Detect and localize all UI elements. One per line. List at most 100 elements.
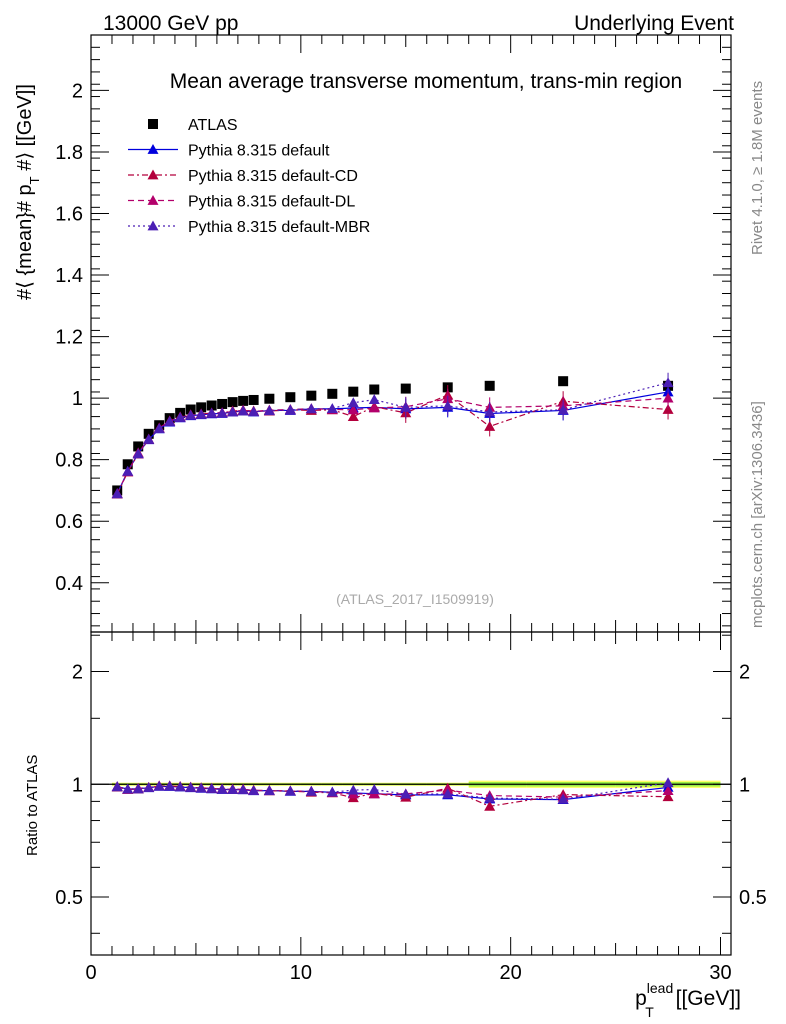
data-point-atlas	[227, 397, 238, 408]
ratio-point-pythia-8-315-default-mbr	[557, 793, 569, 804]
ylabel-tail: #⟩ [[GeV]]	[14, 84, 36, 176]
ratio-point-pythia-8-315-default-mbr	[227, 784, 239, 795]
ratio-point-pythia-8-315-default-mbr	[400, 788, 412, 799]
ratio-point-pythia-8-315-default-cd	[662, 791, 674, 802]
ratio-y-axis: 0.5 0.5 1 1 2 2	[55, 634, 767, 934]
x-tick-label: 0	[85, 962, 96, 984]
main-panel-frame	[90, 34, 732, 633]
data-point-atlas	[348, 386, 359, 397]
header-process: Underlying Event	[574, 12, 734, 35]
ratio-point-pythia-8-315-default-mbr	[111, 781, 123, 792]
data-point-atlas	[238, 395, 249, 406]
chart-title: Mean average transverse momentum, trans-…	[170, 70, 682, 93]
ratio-y-tick-label-right: 2	[739, 662, 750, 684]
data-point-pythia-8-315-default-mbr	[185, 409, 197, 420]
ratio-point-pythia-8-315-default-mbr	[185, 781, 197, 792]
x-tick-label: 30	[709, 962, 731, 984]
ratio-point-pythia-8-315-default-mbr	[143, 782, 155, 792]
data-point-pythia-8-315-default-mbr	[122, 465, 134, 476]
data-point-atlas	[133, 441, 144, 452]
ratio-point-pythia-8-315-default-mbr	[206, 782, 218, 793]
legend-marker-atlas	[148, 119, 158, 129]
data-point-pythia-8-315-default-mbr	[263, 405, 275, 416]
data-point-pythia-8-315-default-mbr	[206, 407, 218, 418]
header-energy: 13000 GeV pp	[103, 12, 238, 35]
main-y-tick-label: 1	[72, 388, 83, 410]
ratio-point-pythia-8-315-default-mbr	[284, 785, 296, 796]
data-point-pythia-8-315-default-mbr	[216, 407, 228, 418]
xlabel-main: p	[635, 987, 647, 1010]
ylabel-sub: T	[27, 176, 42, 184]
data-point-pythia-8-315-default-mbr	[174, 412, 186, 422]
data-point-pythia-8-315-default-mbr	[368, 394, 380, 405]
ratio-point-pythia-8-315-default-mbr	[368, 784, 380, 794]
data-point-pythia-8-315-default-mbr	[111, 488, 123, 499]
legend-marker-pythia-8-315-default-mbr	[147, 220, 159, 231]
rivet-version: Rivet 4.1.0, ≥ 1.8M events	[749, 81, 766, 255]
ylabel-main: #⟨ {mean}# p	[14, 184, 36, 300]
ratio-point-pythia-8-315-default-mbr	[174, 781, 186, 792]
data-point-atlas	[217, 398, 228, 409]
xlabel-tail: [[GeV]]	[670, 987, 741, 1010]
data-point-pythia-8-315-default-mbr	[347, 397, 359, 408]
data-point-pythia-8-315-default-dl	[347, 404, 359, 415]
data-point-atlas	[306, 390, 317, 401]
data-point-pythia-8-315-default-mbr	[227, 406, 239, 417]
data-point-pythia-8-315-default-mbr	[284, 404, 296, 415]
ratio-y-tick-label: 1	[72, 774, 83, 796]
ratio-point-pythia-8-315-default-mbr	[132, 783, 144, 794]
main-y-tick-label: 1.6	[55, 203, 83, 225]
data-point-atlas	[327, 388, 338, 399]
ratio-data-layer	[111, 777, 674, 811]
data-point-atlas	[285, 392, 296, 403]
data-point-pythia-8-315-default-mbr	[195, 408, 207, 419]
ratio-point-pythia-8-315-default-mbr	[195, 782, 207, 793]
data-point-pythia-8-315-default-mbr	[326, 403, 338, 413]
data-point-atlas	[264, 393, 275, 404]
data-point-atlas	[206, 400, 217, 411]
main-y-tick-label: 2	[72, 80, 83, 102]
data-point-atlas	[400, 383, 411, 394]
ratio-y-axis-label: Ratio to ATLAS	[24, 755, 41, 856]
ratio-point-pythia-8-315-default-mbr	[263, 785, 275, 796]
ratio-point-pythia-8-315-default-mbr	[164, 780, 176, 791]
ratio-point-pythia-8-315-default-mbr	[326, 786, 338, 797]
main-y-axis: 0.4 0.6 0.8 1 1.2 1.4 1.6 1.8 2	[55, 46, 731, 627]
ratio-point-pythia-8-315-default-mbr	[153, 780, 165, 791]
main-y-tick-label: 0.8	[55, 450, 83, 472]
main-y-axis-label: #⟨ {mean}# pT #⟩ [[GeV]]	[14, 84, 42, 300]
legend-label-pythia-8-315-default-mbr: Pythia 8.315 default-MBR	[188, 219, 370, 236]
legend: ATLAS Pythia 8.315 default Pythia 8.315 de…	[128, 117, 370, 236]
x-tick-label: 20	[500, 962, 522, 984]
x-axis-label: plead T [[GeV]]	[635, 980, 741, 1020]
ratio-y-tick-label-right: 0.5	[739, 887, 767, 909]
data-point-atlas	[248, 394, 259, 405]
ratio-point-pythia-8-315-default-cd	[484, 800, 496, 811]
data-point-pythia-8-315-default-cd	[347, 411, 359, 421]
ratio-y-tick-label: 0.5	[55, 887, 83, 909]
legend-marker-pythia-8-315-default-cd	[147, 169, 159, 180]
legend-marker-pythia-8-315-default-dl	[147, 195, 159, 205]
ratio-point-pythia-8-315-default-mbr	[237, 784, 249, 795]
legend-label-pythia-8-315-default: Pythia 8.315 default	[188, 143, 330, 160]
ratio-point-pythia-8-315-default-mbr	[662, 777, 674, 788]
data-point-pythia-8-315-default-dl	[368, 402, 380, 413]
data-point-pythia-8-315-default-mbr	[248, 406, 260, 417]
main-y-tick-label: 1.8	[55, 142, 83, 164]
analysis-watermark: (ATLAS_2017_I1509919)	[336, 591, 494, 607]
ratio-point-pythia-8-315-default-mbr	[216, 783, 228, 794]
data-point-atlas	[484, 380, 495, 391]
data-point-pythia-8-315-default-mbr	[153, 423, 165, 433]
data-point-atlas	[196, 402, 207, 413]
ratio-y-tick-label: 2	[72, 662, 83, 684]
ratio-point-pythia-8-315-default-dl	[662, 785, 674, 796]
ratio-y-tick-label-right: 1	[739, 774, 750, 796]
data-point-atlas	[558, 376, 569, 387]
main-y-tick-label: 1.2	[55, 327, 83, 349]
main-y-tick-label: 1.4	[55, 265, 83, 287]
xlabel-sup: lead	[647, 980, 673, 996]
legend-label-pythia-8-315-default-dl: Pythia 8.315 default-DL	[188, 194, 355, 211]
main-data-layer	[111, 372, 674, 499]
data-point-atlas	[122, 459, 133, 470]
data-point-pythia-8-315-default-mbr	[305, 403, 317, 414]
